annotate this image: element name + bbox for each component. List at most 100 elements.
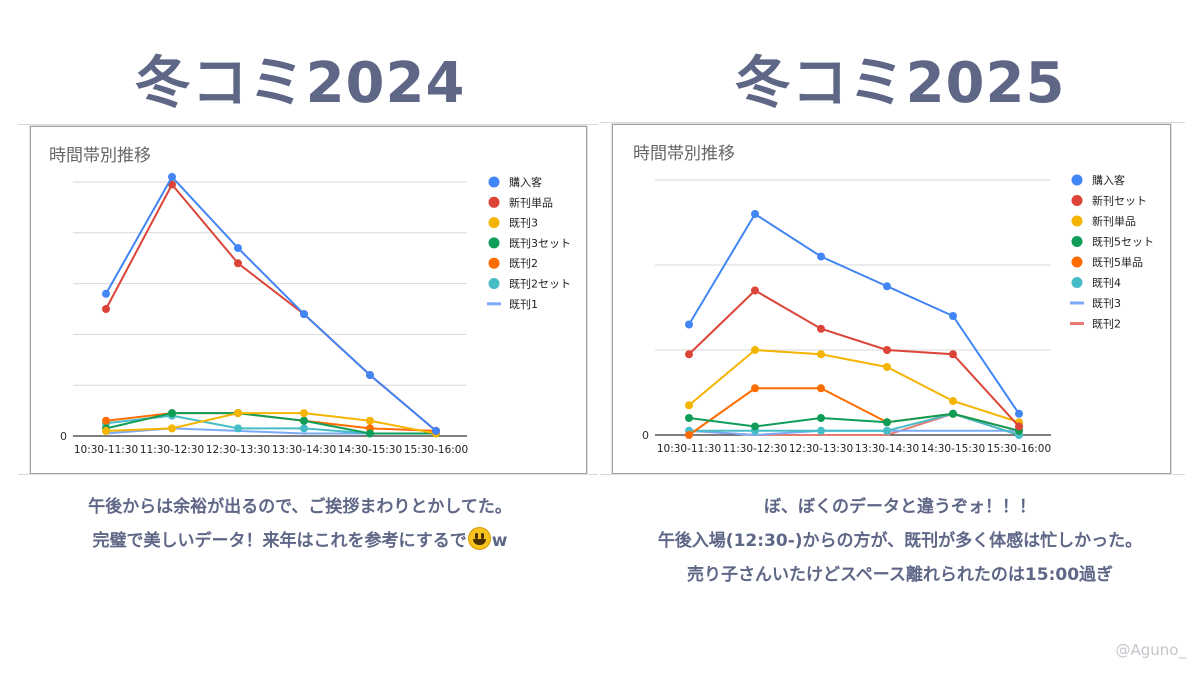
data-point xyxy=(949,350,957,359)
legend-marker xyxy=(1071,256,1083,268)
grinning-face-icon xyxy=(467,527,491,550)
data-point xyxy=(1015,409,1023,418)
caption-suffix: w xyxy=(491,531,508,551)
data-point xyxy=(234,244,242,253)
legend-marker xyxy=(1070,322,1084,325)
chart-2024-canvas: 時間帯別推移 0 10:30-11:30 11:30-12:30 12:30-13:30… xyxy=(49,146,571,456)
sheet-gridline xyxy=(600,474,1185,475)
data-point xyxy=(102,289,110,298)
series-line-1 xyxy=(105,175,437,432)
legend-marker xyxy=(488,237,500,249)
data-point xyxy=(751,346,759,354)
legend-marker xyxy=(488,278,500,289)
data-point xyxy=(168,172,176,181)
series-line-3 xyxy=(105,412,437,435)
caption-2025: ぼ、ぼくのデータと違うぞォ！！！ 午後入場(12:30-)からの方が、既刊が多く… xyxy=(600,490,1200,592)
legend-label: 既刊3 xyxy=(509,217,538,230)
legend-marker xyxy=(1070,301,1084,305)
data-point xyxy=(366,371,374,380)
legend-marker xyxy=(1071,236,1083,247)
x-tick-label: 12:30-13:30 xyxy=(206,444,270,456)
x-tick-label: 10:30-11:30 xyxy=(657,443,721,455)
legend-marker xyxy=(1071,174,1083,186)
legend-marker xyxy=(1071,277,1083,288)
legend-label: 新刊単品 xyxy=(1092,214,1136,228)
legend-marker xyxy=(488,196,500,208)
heading-2025: 冬コミ2025 xyxy=(734,51,1066,116)
data-point xyxy=(883,346,891,354)
legend-label: 既刊3セット xyxy=(509,237,571,250)
legend-label: 既刊2 xyxy=(1092,318,1121,331)
data-point xyxy=(817,414,825,422)
chart-2025: 時間帯別推移 0 10:30-11:30 11:30-12:30 12:30-13:30… xyxy=(612,124,1171,474)
data-point xyxy=(685,414,693,422)
data-point xyxy=(949,409,957,418)
data-point xyxy=(751,286,759,295)
data-point xyxy=(685,320,693,329)
data-point xyxy=(1015,422,1023,431)
legend-marker xyxy=(488,217,500,229)
series-line-3 xyxy=(688,348,1020,424)
legend-label: 既刊5セット xyxy=(1092,236,1154,249)
legend-marker xyxy=(487,302,501,306)
data-point xyxy=(883,426,891,435)
data-point xyxy=(432,426,440,435)
series-line-2 xyxy=(688,289,1020,428)
sheet-gridline xyxy=(600,122,1185,123)
chart-title: 時間帯別推移 xyxy=(633,144,735,164)
data-point xyxy=(949,397,957,405)
watermark: @Aguno_ xyxy=(1115,641,1186,659)
data-point xyxy=(300,310,308,319)
x-tick-label: 11:30-12:30 xyxy=(140,444,204,456)
x-tick-label: 11:30-12:30 xyxy=(723,443,787,455)
caption-line: 午後からは余裕が出るので、ご挨拶まわりとかしてた。 xyxy=(88,497,512,517)
data-point xyxy=(817,324,825,333)
x-tick-label: 14:30-15:30 xyxy=(338,444,402,456)
data-point xyxy=(685,350,693,359)
legend-label: 既刊5単品 xyxy=(1092,255,1143,269)
legend-label: 既刊2 xyxy=(509,257,538,270)
legend-label: 購入客 xyxy=(1092,173,1125,187)
data-point xyxy=(366,416,374,425)
data-point xyxy=(168,424,176,433)
series-line-5 xyxy=(688,387,1020,436)
chart-2025-canvas: 時間帯別推移 0 10:30-11:30 11:30-12:30 12:30-13:30… xyxy=(633,144,1154,455)
series-line-4 xyxy=(105,412,436,435)
data-point xyxy=(234,424,242,433)
chart-2024: 時間帯別推移 0 10:30-11:30 11:30-12:30 12:30-13:30… xyxy=(30,126,587,474)
chart-title: 時間帯別推移 xyxy=(49,146,151,166)
legend-label: 既刊2セット xyxy=(509,278,571,291)
data-point xyxy=(102,305,110,313)
x-tick-label: 15:30-16:00 xyxy=(987,443,1051,455)
data-point xyxy=(883,418,891,427)
caption-2024: 午後からは余裕が出るので、ご挨拶まわりとかしてた。 完璧で美しいデータ！来年はこ… xyxy=(0,490,600,558)
caption-line: 完璧で美しいデータ！来年はこれを参考にするで xyxy=(92,531,467,551)
data-point xyxy=(883,282,891,291)
data-point xyxy=(102,426,110,435)
data-point xyxy=(949,312,957,320)
legend-label: 新刊単品 xyxy=(509,195,553,209)
data-point xyxy=(234,409,242,418)
legend-label: 既刊1 xyxy=(509,298,538,311)
caption-line: 売り子さんいたけどスペース離れられたのは15:00過ぎ xyxy=(686,565,1114,585)
data-point xyxy=(168,409,176,418)
data-point xyxy=(751,384,759,393)
data-point xyxy=(300,416,308,425)
legend-marker xyxy=(488,257,500,269)
legend-label: 既刊3 xyxy=(1092,297,1121,310)
sheet-gridline xyxy=(18,474,598,475)
x-tick-label: 10:30-11:30 xyxy=(74,444,138,456)
x-tick-label: 14:30-15:30 xyxy=(921,443,985,455)
data-point xyxy=(817,426,825,435)
data-point xyxy=(300,409,308,418)
x-tick-label: 13:30-14:30 xyxy=(272,444,336,456)
data-point xyxy=(366,429,374,438)
data-point xyxy=(817,350,825,359)
caption-line: 午後入場(12:30-)からの方が、既刊が多く体感は忙しかった。 xyxy=(657,531,1143,551)
x-tick-label: 15:30-16:00 xyxy=(404,444,468,456)
data-point xyxy=(234,259,242,268)
data-point xyxy=(817,252,825,261)
legend-marker xyxy=(1071,215,1083,227)
caption-line-with-emoji: 完璧で美しいデータ！来年はこれを参考にするで w xyxy=(0,524,600,558)
x-tick-label: 12:30-13:30 xyxy=(789,443,853,455)
